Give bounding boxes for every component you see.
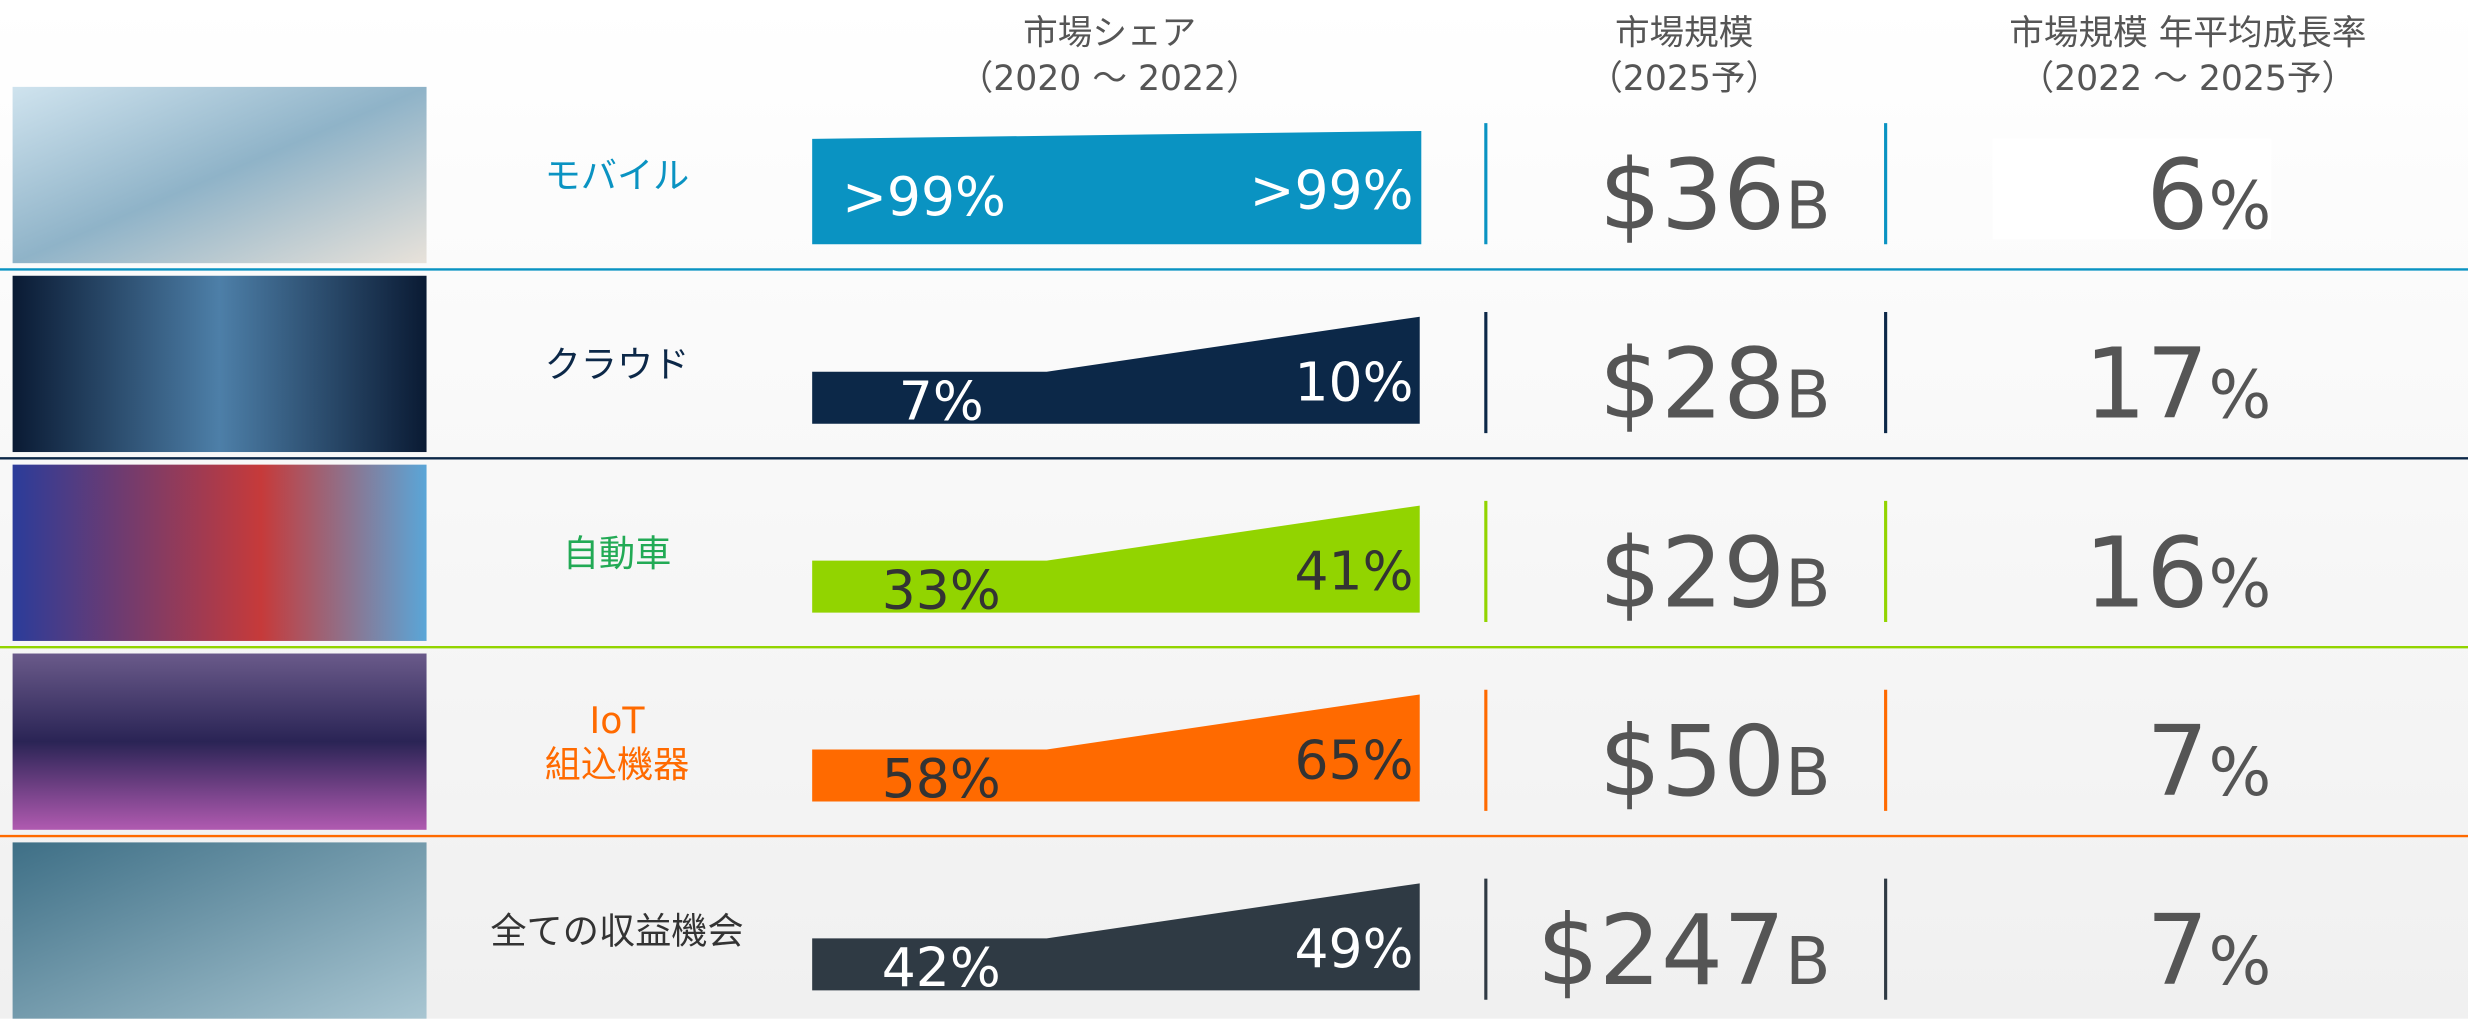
growth-unit: % [2208,923,2271,1000]
row-label: 組込機器 [545,743,690,786]
share-2022: >99% [1250,159,1414,222]
row-label: 全ての収益機会 [490,910,743,953]
size-value: $247 [1537,894,1785,1008]
row-image [13,465,427,641]
page: 市場シェア （2020 ～ 2022） 市場規模 （2025予） 市場規模 年平均成長率… [0,0,2468,1019]
size-unit: B [1785,545,1830,622]
growth-unit: % [2208,168,2271,245]
column-subtitle: （2020 ～ 2022） [959,59,1261,99]
share-2020: >99% [842,165,1006,228]
row-label: クラウド [545,343,690,386]
size-unit: B [1785,923,1830,1000]
column-title: 市場規模 年平均成長率 [2009,13,2366,53]
row-label: 自動車 [563,532,672,575]
size-value: $29 [1599,516,1785,630]
column-title: 市場シェア [1023,13,1196,53]
share-2020: 7% [899,369,984,432]
size-unit: B [1785,168,1830,245]
size-value: $36 [1599,139,1785,253]
share-2022: 41% [1295,539,1414,602]
growth-value: 7 [2146,705,2208,819]
growth-unit: % [2208,356,2271,433]
growth-value: 7 [2146,894,2208,1008]
share-2020: 58% [882,747,1001,810]
row-image [13,276,427,452]
growth-value: 16 [2084,516,2208,630]
share-2022: 10% [1295,351,1414,414]
row-image [13,654,427,830]
growth-unit: % [2208,545,2271,622]
size-value: $50 [1599,705,1785,819]
size-value: $28 [1599,327,1785,441]
row-label: IoT [590,699,646,742]
size-unit: B [1785,734,1830,811]
growth-value: 17 [2084,327,2208,441]
infographic: 市場シェア （2020 ～ 2022） 市場規模 （2025予） 市場規模 年平均成長率… [0,0,2468,1019]
column-subtitle: （2025予） [1588,59,1780,99]
growth-value: 6 [2146,139,2208,253]
column-title: 市場規模 [1615,13,1753,53]
size-unit: B [1785,356,1830,433]
column-subtitle: （2022 ～ 2025予） [2020,59,2357,99]
growth-unit: % [2208,734,2271,811]
share-2022: 49% [1295,917,1414,980]
row-image [13,842,427,1018]
row-image [13,87,427,263]
share-2022: 65% [1295,728,1414,791]
share-2020: 42% [882,936,1001,999]
share-2020: 33% [882,558,1001,621]
row-label: モバイル [545,154,690,197]
